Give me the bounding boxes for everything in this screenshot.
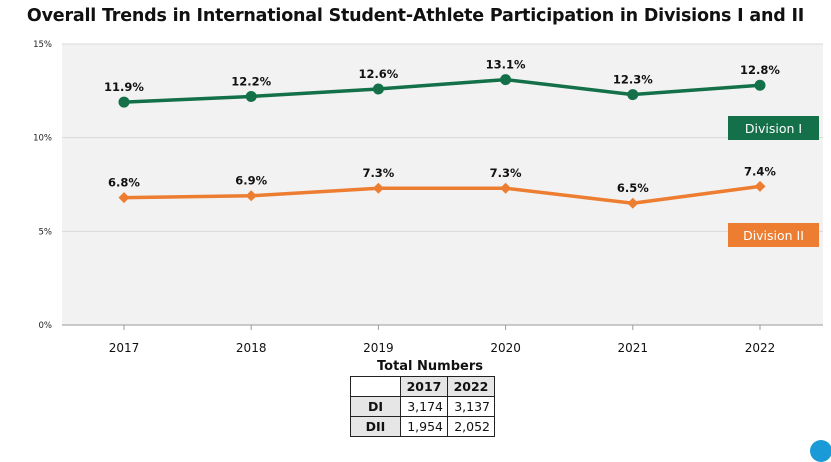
table-header-2022: 2022 [447, 376, 495, 397]
y-tick-label: 10% [33, 134, 52, 144]
table-row-label: DII [350, 416, 401, 437]
x-tick-label: 2022 [745, 341, 776, 355]
data-point [627, 197, 639, 209]
table-row-dii: DII 1,954 2,052 [350, 416, 495, 437]
table-header-2017: 2017 [400, 376, 448, 397]
data-point [372, 182, 384, 194]
series-line-division-ii [123, 184, 761, 205]
y-tick-label: 15% [33, 40, 52, 50]
table-cell: 3,137 [447, 396, 495, 417]
data-label: 6.5% [617, 181, 649, 195]
legend-box [728, 223, 819, 247]
data-point [627, 89, 639, 101]
x-tick-label: 2019 [363, 341, 394, 355]
data-point [500, 74, 512, 86]
data-point [245, 90, 257, 102]
data-point [118, 96, 130, 108]
data-label: 12.6% [358, 67, 398, 81]
data-label: 7.3% [362, 166, 394, 180]
legend-label: Division I [745, 121, 802, 136]
x-tick-label: 2017 [109, 341, 140, 355]
table-header-row: 2017 2022 [350, 376, 495, 397]
table-row-di: DI 3,174 3,137 [350, 396, 495, 417]
chart-title: Overall Trends in International Student-… [26, 6, 805, 26]
totals-table: 2017 2022 DI 3,174 3,137 DII 1,954 2,052 [350, 376, 495, 437]
legend-label: Division II [743, 228, 804, 243]
data-label: 11.9% [104, 80, 144, 94]
data-label: 12.8% [740, 63, 780, 77]
plot-area [62, 44, 823, 325]
corner-badge-icon [810, 440, 831, 462]
data-point [372, 83, 384, 95]
y-tick-label: 5% [39, 227, 53, 237]
line-chart: 0% 5% 10% 15% 2017 2018 2019 2020 2021 2022 11.9% 1… [33, 40, 823, 355]
table-title: Total Numbers [377, 359, 483, 374]
table-cell: 1,954 [400, 416, 448, 437]
y-tick-label: 0% [39, 321, 53, 331]
data-label: 7.4% [744, 164, 776, 178]
data-label: 7.3% [490, 166, 522, 180]
data-point [754, 180, 766, 192]
data-label: 12.3% [613, 73, 653, 87]
table-row-label: DI [350, 396, 401, 417]
data-point [754, 79, 766, 91]
table-corner-cell [350, 376, 401, 397]
data-point [500, 182, 512, 194]
x-tick-label: 2020 [490, 341, 521, 355]
table-cell: 3,174 [400, 396, 448, 417]
data-label: 12.2% [231, 74, 271, 88]
series-line-division-i [123, 77, 761, 104]
data-point [245, 190, 257, 202]
data-point [118, 192, 130, 204]
data-label: 6.9% [235, 174, 267, 188]
x-tick-label: 2021 [618, 341, 649, 355]
data-label: 13.1% [486, 58, 526, 72]
x-tick-label: 2018 [236, 341, 267, 355]
data-label: 6.8% [108, 176, 140, 190]
legend-box [728, 116, 819, 140]
table-cell: 2,052 [447, 416, 495, 437]
